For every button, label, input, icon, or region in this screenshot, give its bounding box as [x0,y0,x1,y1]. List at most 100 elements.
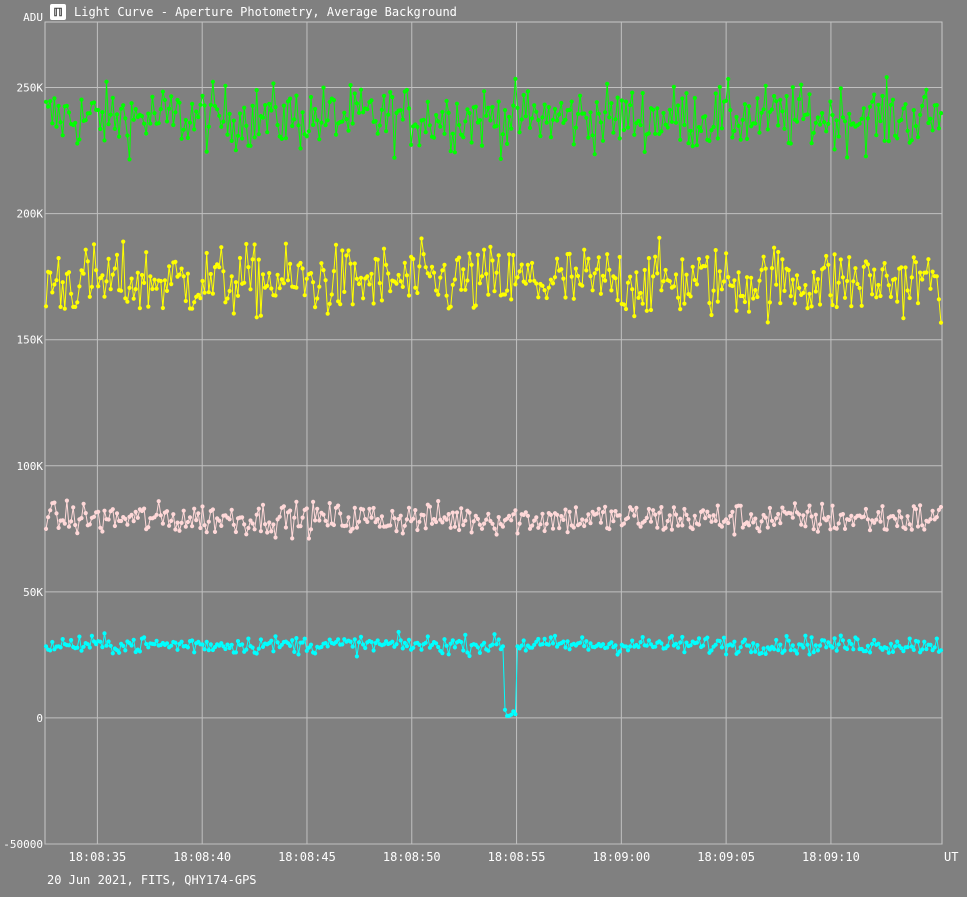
series-point-0 [594,100,599,105]
series-point-1 [899,265,904,270]
series-point-1 [911,255,916,260]
series-point-1 [859,303,864,308]
series-point-2 [354,525,359,530]
series-point-0 [738,137,743,142]
series-point-0 [248,143,253,148]
series-point-3 [542,636,547,642]
series-point-0 [876,102,881,107]
series-point-1 [315,296,320,301]
y-tick-label: -50000 [3,838,43,851]
series-point-0 [375,131,380,136]
series-point-1 [394,281,399,286]
series-point-2 [164,509,170,514]
series-point-3 [755,643,760,648]
series-point-1 [317,284,322,289]
series-point-2 [436,499,441,504]
series-point-2 [613,509,618,514]
x-tick-label: 18:08:55 [488,850,546,864]
series-point-2 [621,521,627,526]
series-point-2 [60,518,65,523]
series-point-1 [926,257,931,262]
series-point-3 [863,649,869,654]
series-point-1 [705,255,710,260]
series-point-1 [475,252,480,257]
series-point-0 [613,117,618,122]
series-point-2 [440,520,445,525]
series-point-3 [258,637,263,642]
series-point-2 [375,517,380,522]
series-point-3 [753,649,758,654]
series-point-3 [69,638,74,643]
series-point-0 [692,95,697,101]
series-point-0 [567,107,572,113]
series-point-0 [590,133,595,138]
series-point-1 [83,247,88,252]
series-point-3 [840,638,846,643]
series-point-1 [609,288,614,293]
series-point-1 [830,302,835,308]
series-point-3 [774,637,779,643]
series-point-2 [809,514,814,519]
series-point-3 [851,647,856,652]
series-point-1 [398,279,403,284]
series-point-0 [421,117,426,122]
series-point-3 [870,641,875,647]
series-point-1 [678,307,683,312]
series-point-1 [742,299,748,305]
series-point-1 [146,304,151,309]
series-point-0 [882,138,887,143]
series-point-1 [273,293,278,298]
series-point-3 [696,636,702,641]
series-point-3 [419,647,424,652]
series-point-2 [256,506,261,511]
series-point-3 [922,639,927,644]
series-point-2 [757,529,762,534]
series-point-1 [265,283,270,288]
series-point-3 [66,643,72,648]
series-point-0 [296,123,301,128]
series-point-2 [198,525,203,531]
series-point-0 [66,110,72,115]
series-point-1 [192,300,197,305]
series-point-1 [319,261,324,266]
series-point-1 [640,301,645,306]
light-curve-app-icon[interactable]: ℿ [50,4,66,20]
series-point-0 [515,105,520,110]
series-point-1 [106,256,111,261]
series-point-3 [461,648,466,653]
series-point-0 [867,104,873,109]
series-point-1 [874,295,879,300]
series-point-1 [135,270,140,275]
series-point-0 [726,76,731,82]
series-point-3 [938,648,944,653]
series-point-0 [448,149,453,154]
series-point-1 [490,258,495,263]
series-point-3 [776,648,781,653]
series-point-1 [805,306,810,311]
series-point-1 [237,255,243,261]
series-point-1 [162,278,167,283]
series-point-1 [634,270,639,275]
series-point-1 [496,253,501,258]
series-point-0 [173,110,178,115]
series-point-2 [928,517,933,522]
series-point-1 [628,274,633,279]
series-point-0 [811,130,816,135]
series-point-0 [131,117,136,122]
series-point-2 [346,515,351,520]
y-tick-label: 100K [17,460,44,473]
series-point-0 [575,111,581,117]
series-point-0 [110,95,115,100]
series-point-1 [684,272,689,277]
series-point-0 [807,92,812,97]
series-point-0 [736,123,741,128]
series-point-1 [219,245,224,250]
series-point-0 [571,142,576,147]
series-point-1 [225,296,230,301]
series-point-1 [77,284,82,289]
series-point-1 [667,279,672,284]
series-point-2 [179,520,184,526]
series-point-3 [561,639,566,644]
series-point-1 [285,278,291,283]
series-point-3 [805,642,810,647]
